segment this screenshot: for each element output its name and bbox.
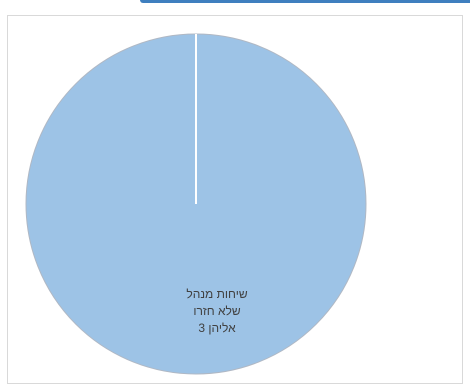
window-accent-bar bbox=[140, 0, 470, 3]
data-label-line-1: שיחות מנהל bbox=[186, 287, 247, 301]
data-label-line-3: אליהן 3 bbox=[198, 321, 236, 335]
data-label-line-2: שלא חזרו bbox=[193, 304, 241, 318]
data-labels: שיחות מנהל שלא חזרו אליהן 3 bbox=[186, 287, 247, 335]
pie-slices bbox=[25, 33, 367, 375]
window-top-strip bbox=[0, 0, 470, 14]
